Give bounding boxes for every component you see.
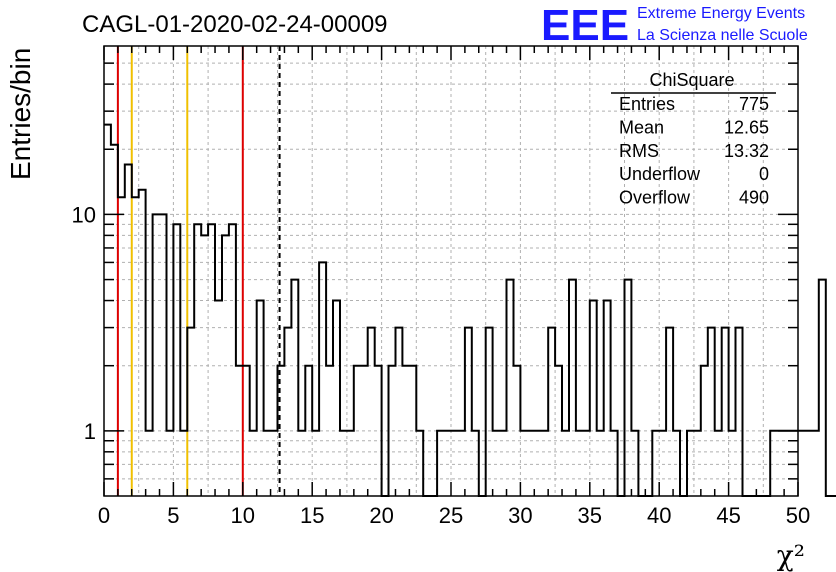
x-tick-label: 25 — [439, 503, 463, 528]
axis-ticks — [103, 46, 799, 496]
stats-label: Underflow — [619, 164, 701, 184]
x-tick-label: 50 — [786, 503, 810, 528]
stats-title: ChiSquare — [649, 70, 734, 90]
grid — [104, 46, 798, 496]
stats-rows: Entries 775 Mean 12.65 RMS 13.32 Underflow 0 Ove… — [619, 94, 769, 208]
x-tick-label: 30 — [508, 503, 532, 528]
y-tick-label: 10 — [72, 202, 96, 227]
x-tick-label: 0 — [98, 503, 110, 528]
x-tick-label: 20 — [369, 503, 393, 528]
chart-title: CAGL-01-2020-02-24-00009 — [82, 11, 388, 38]
marker-lines — [116, 46, 281, 496]
stats-value: 12.65 — [724, 117, 769, 137]
stats-box: ChiSquare Entries 775 Mean 12.65 RMS 13.32 Und… — [611, 70, 776, 208]
x-tick-label: 45 — [716, 503, 740, 528]
x-tick-label: 10 — [231, 503, 255, 528]
x-tick-label: 5 — [167, 503, 179, 528]
logo-line2: La Scienza nelle Scuole — [637, 27, 808, 44]
stats-label: Entries — [619, 94, 675, 114]
x-axis-label: χ² — [777, 539, 805, 572]
stats-label: RMS — [619, 141, 659, 161]
y-axis-label: Entries/bin — [5, 48, 36, 180]
logo-mark: EEE — [541, 1, 629, 50]
stats-value: 13.32 — [724, 141, 769, 161]
stats-value: 490 — [739, 188, 769, 208]
x-tick-labels: 0 5 10 15 20 25 30 35 40 45 50 — [98, 503, 810, 528]
x-tick-label: 35 — [578, 503, 602, 528]
logo-line1: Extreme Energy Events — [637, 5, 805, 22]
stats-value: 775 — [739, 94, 769, 114]
x-tick-label: 40 — [647, 503, 671, 528]
stats-value: 0 — [759, 164, 769, 184]
y-tick-labels: 1 10 — [72, 202, 96, 443]
stats-label: Mean — [619, 117, 664, 137]
y-tick-label: 1 — [84, 419, 96, 444]
stats-label: Overflow — [619, 188, 691, 208]
eee-logo: EEE Extreme Energy Events La Scienza nel… — [541, 1, 808, 50]
x-tick-label: 15 — [300, 503, 324, 528]
